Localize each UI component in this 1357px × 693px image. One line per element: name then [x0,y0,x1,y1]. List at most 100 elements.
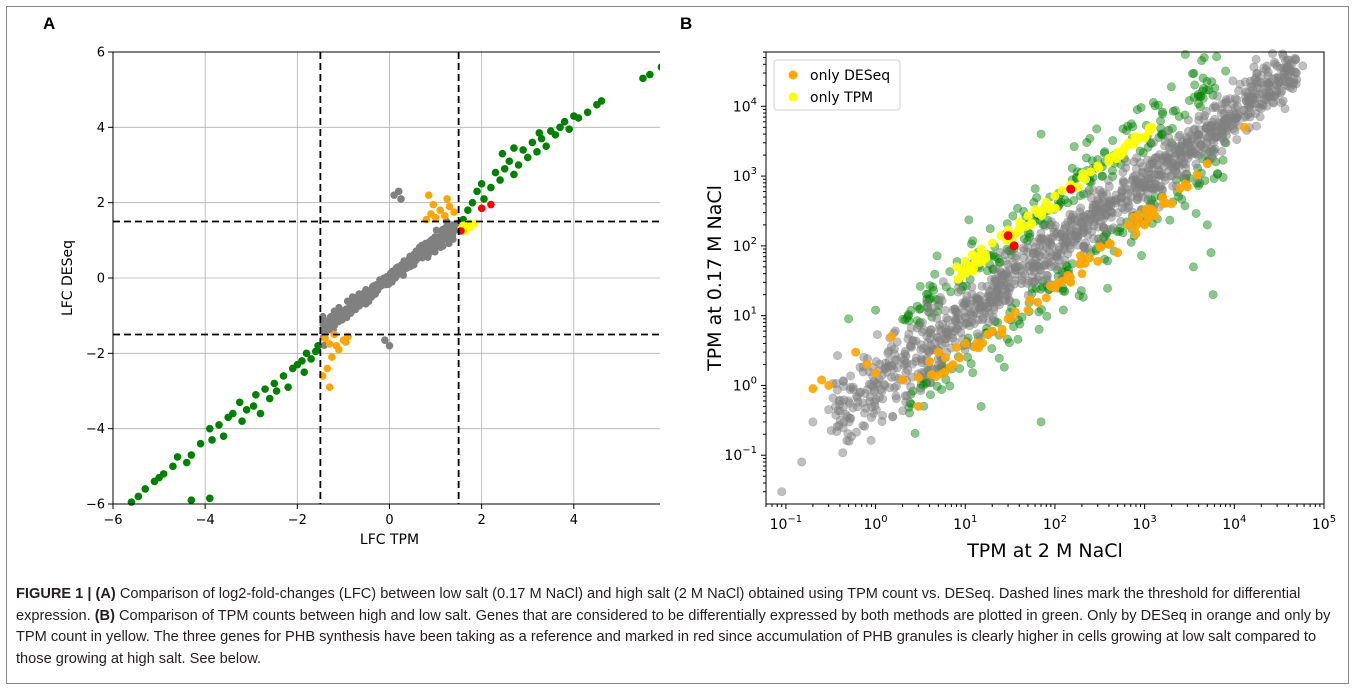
point-both [468,198,477,207]
point-none [1065,244,1075,254]
point-both [1103,256,1113,266]
point-both [1008,211,1018,221]
point-none [926,325,936,335]
y-axis-label-a: LFC DESeq [60,240,76,316]
point-none [1118,167,1128,177]
point-none [984,296,994,306]
point-only-tpm [1050,191,1060,201]
point-none [960,312,970,322]
point-none [860,389,870,399]
point-both [523,153,532,162]
point-only-deseq [424,191,433,199]
point-none [1248,93,1258,103]
point-none [1060,255,1070,265]
point-both [1150,101,1160,111]
point-only-tpm [1016,223,1026,233]
point-none [385,342,394,350]
point-both [1198,73,1208,83]
y-tick-label-b: 10−1 [724,445,757,464]
point-none [906,382,916,392]
point-none [932,313,942,323]
point-none [888,411,898,421]
point-both [1218,172,1228,182]
point-both [1180,201,1190,211]
point-none [1146,165,1156,175]
point-none [1277,86,1287,96]
point-both [510,144,518,152]
point-only-deseq [974,343,984,353]
point-both [1202,76,1212,86]
point-both [1025,229,1035,239]
point-both [1166,82,1176,92]
point-both [932,251,942,261]
point-none [1194,115,1204,125]
point-both [1207,77,1217,87]
point-both [1136,103,1146,113]
y-tick-label-a: −6 [86,498,105,513]
point-both [898,314,908,324]
point-both [1060,195,1070,205]
point-none [1104,199,1114,209]
point-both [1188,262,1198,272]
point-only-tpm [1129,139,1139,149]
point-none [797,457,807,467]
point-only-deseq [441,212,449,220]
legend-label-only-tpm: only TPM [810,90,873,106]
point-only-deseq [933,347,943,357]
point-both [1213,169,1223,179]
point-only-deseq [960,338,970,348]
point-both [1204,85,1214,95]
point-both [560,117,569,126]
point-both [556,123,564,132]
point-none [394,268,402,276]
thresholds-a [113,52,660,504]
caption-part-a-label: (A) [95,586,116,602]
point-none [1109,223,1119,233]
point-none [1134,192,1144,202]
point-both [1074,291,1084,301]
point-both [279,372,288,380]
point-both [480,195,488,203]
point-both [1013,334,1023,344]
point-none [1042,271,1052,281]
point-none [831,410,841,420]
point-none [1029,247,1039,257]
point-both [1188,69,1198,79]
point-both [1034,324,1044,334]
point-both [1092,124,1102,134]
point-none [950,314,960,324]
point-both [1036,417,1046,427]
point-none [1207,153,1217,163]
point-none [824,405,834,415]
point-none [1161,150,1171,160]
x-tick-label-a: −6 [103,513,122,528]
point-only-deseq [1065,272,1075,282]
point-none [838,448,848,458]
point-only-deseq [1124,220,1134,230]
point-none [1232,135,1242,145]
point-only-deseq [1025,295,1035,305]
point-both [1009,322,1019,332]
point-both [1198,84,1208,94]
point-both [1155,116,1165,126]
point-none [966,299,976,309]
point-none [1076,219,1086,229]
point-none [363,292,371,300]
point-none [445,239,453,248]
point-both [1067,163,1077,173]
point-none [958,320,968,330]
y-tick-label-a: −4 [86,422,105,437]
point-only-deseq [945,362,955,372]
y-tick-label-b: 104 [733,96,757,115]
point-both [1069,142,1079,152]
point-none [1280,72,1290,82]
point-none [1005,283,1015,293]
point-none [877,416,887,426]
point-only-deseq [325,340,334,348]
y-tick-label-a: 4 [97,121,105,136]
point-none [947,322,957,332]
point-only-deseq [1041,293,1051,303]
point-only-deseq [1113,248,1123,258]
point-only-deseq [429,200,438,209]
point-both [1078,292,1088,302]
